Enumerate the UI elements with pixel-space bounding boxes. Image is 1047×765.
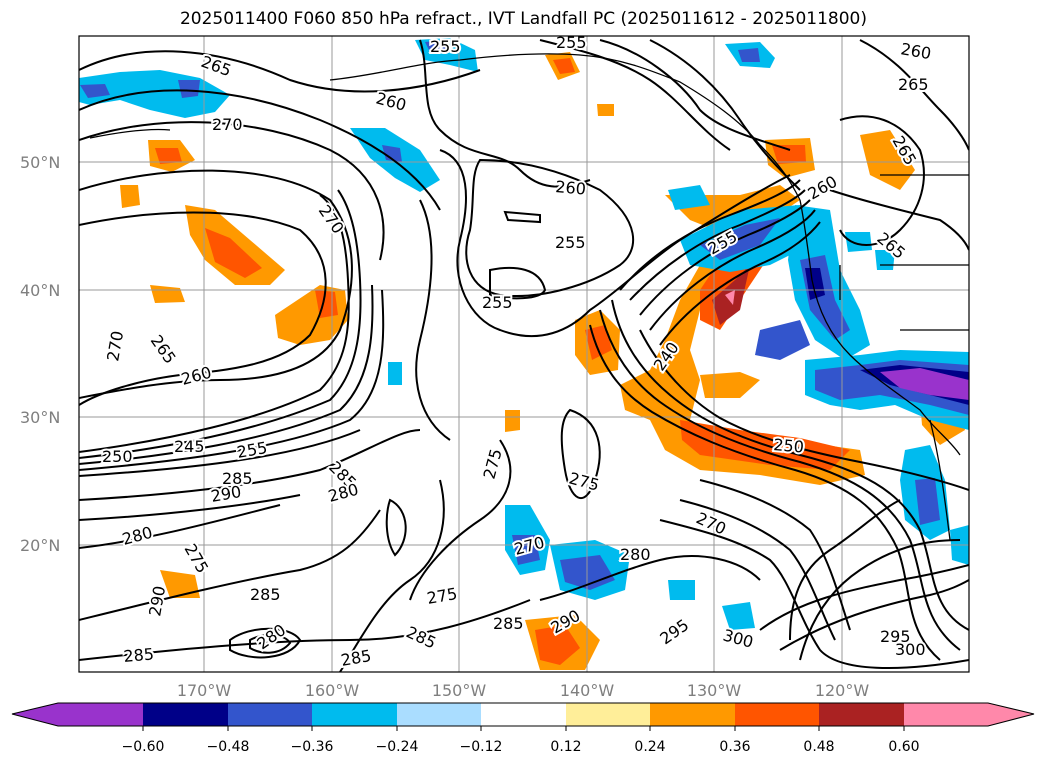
contour-label: 270: [315, 201, 348, 237]
contour-label: 285: [222, 469, 253, 488]
contour-label: 285: [250, 585, 281, 604]
colorbar-segment: [12, 703, 58, 726]
contour-label: 275: [181, 541, 213, 577]
colorbar-tick-label: −0.48: [207, 739, 250, 755]
colorbar-tick-label: −0.12: [460, 739, 503, 755]
colorbar-tick-label: 0.36: [719, 739, 750, 755]
longitude-labels: 170°W 160°W 150°W 140°W 130°W 120°W: [177, 681, 870, 700]
lon-label-170w: 170°W: [177, 681, 232, 700]
contour-label: 275: [480, 447, 506, 481]
colorbar-segment: [566, 703, 650, 726]
colorbar-segment: [312, 703, 397, 726]
colorbar-segment: [904, 703, 988, 726]
colorbar-outline: [11, 702, 1035, 727]
contour-label: 275: [425, 584, 458, 608]
colorbar-segment: [143, 703, 228, 726]
contour-label: 285: [123, 644, 155, 666]
contour-label: 245: [174, 437, 205, 456]
contour-label: 285: [403, 622, 439, 652]
contour-label: 295: [880, 627, 911, 646]
contour-label: 260: [555, 177, 587, 199]
contour-label: 265: [147, 331, 180, 367]
lat-label-50n: 50°N: [20, 153, 60, 172]
lon-label-130w: 130°W: [687, 681, 742, 700]
colorbar-tick-label: 0.60: [888, 739, 919, 755]
map-frame: [78, 35, 970, 673]
contour-label: 260: [179, 363, 213, 389]
contour-label: 290: [209, 482, 242, 506]
colorbar-segment: [481, 703, 566, 726]
colorbar-ticks: [142, 726, 905, 731]
colorbar-segment: [988, 703, 1034, 726]
contour-label: 280: [326, 480, 360, 506]
contour-label: 255: [430, 37, 461, 56]
colorbar-segment: [819, 703, 904, 726]
lon-label-140w: 140°W: [560, 681, 615, 700]
lat-label-30n: 30°N: [20, 408, 60, 427]
colorbar-tick-label: 0.24: [634, 739, 665, 755]
contour-label: 265: [898, 75, 929, 94]
contour-label: 255: [235, 438, 268, 462]
contour-label: 300: [895, 640, 926, 659]
contour-lines: [79, 39, 969, 672]
contour-label: 260: [805, 172, 841, 204]
colorbar-tick-labels: −0.60 −0.48 −0.36 −0.24 −0.12 0.12 0.24 …: [122, 739, 920, 755]
colorbar-segment: [397, 703, 481, 726]
contour-label: 290: [145, 584, 169, 617]
contour-label: 270: [103, 329, 127, 362]
contour-label: 295: [656, 615, 692, 648]
lat-label-40n: 40°N: [20, 281, 60, 300]
contour-label: 285: [493, 614, 524, 633]
contour-label: 250: [102, 447, 133, 466]
contour-label: 300: [721, 626, 755, 652]
colorbar-tick-label: −0.36: [291, 739, 334, 755]
contour-label: 255: [555, 233, 586, 252]
contour-label: 260: [374, 89, 408, 115]
contour-label: 280: [620, 545, 651, 564]
colorbar-segment: [58, 703, 143, 726]
colorbar-segment: [650, 703, 735, 726]
lon-label-160w: 160°W: [305, 681, 360, 700]
contour-label: 285: [339, 646, 372, 670]
contour-label: 250: [773, 435, 805, 457]
colorbar-tick-label: 0.48: [803, 739, 834, 755]
contour-label: 270: [212, 115, 243, 134]
latitude-labels: 50°N 40°N 30°N 20°N: [20, 153, 60, 555]
lon-label-150w: 150°W: [432, 681, 487, 700]
contour-labels: 265 255 255 260 265 260 270 270 260 255 …: [100, 31, 935, 672]
coastlines: [89, 53, 969, 541]
contour-label: 255: [556, 33, 587, 52]
lat-label-20n: 20°N: [20, 536, 60, 555]
gridlines: [79, 36, 969, 672]
colorbar-tick-label: −0.60: [122, 739, 165, 755]
colorbar-tick-label: −0.24: [376, 739, 419, 755]
contour-label: 260: [899, 39, 932, 63]
lon-label-120w: 120°W: [815, 681, 870, 700]
colorbar: −0.60 −0.48 −0.36 −0.24 −0.12 0.12 0.24 …: [11, 702, 1035, 755]
contour-label: 255: [482, 293, 513, 312]
colorbar-segment: [228, 703, 312, 726]
map-title: 2025011400 F060 850 hPa refract., IVT La…: [179, 9, 867, 29]
colorbar-segment: [735, 703, 819, 726]
colorbar-tick-label: 0.12: [550, 739, 581, 755]
